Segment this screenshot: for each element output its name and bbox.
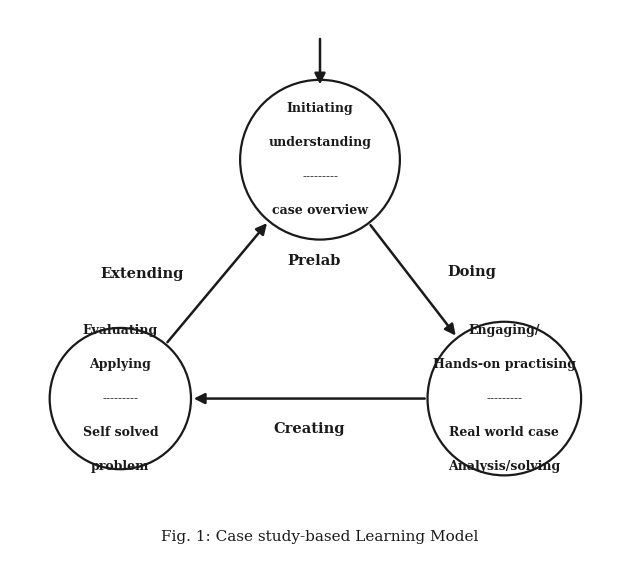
Text: Self solved: Self solved bbox=[83, 426, 158, 439]
Text: Doing: Doing bbox=[447, 265, 496, 279]
Text: Engaging/: Engaging/ bbox=[468, 324, 540, 337]
Text: problem: problem bbox=[91, 460, 150, 473]
Text: ---------: --------- bbox=[102, 392, 138, 405]
Text: Analysis/solving: Analysis/solving bbox=[448, 460, 561, 473]
Text: Prelab: Prelab bbox=[287, 255, 340, 268]
Text: Real world case: Real world case bbox=[449, 426, 559, 439]
Text: Creating: Creating bbox=[273, 422, 345, 436]
Text: Fig. 1: Case study-based Learning Model: Fig. 1: Case study-based Learning Model bbox=[161, 530, 479, 544]
Text: Extending: Extending bbox=[100, 268, 184, 281]
Text: understanding: understanding bbox=[269, 136, 371, 149]
Text: Applying: Applying bbox=[90, 358, 151, 371]
Text: Evaluating: Evaluating bbox=[83, 324, 158, 337]
Text: ---------: --------- bbox=[486, 392, 522, 405]
Text: Initiating: Initiating bbox=[287, 102, 353, 115]
Text: Hands-on practising: Hands-on practising bbox=[433, 358, 576, 371]
Text: case overview: case overview bbox=[272, 204, 368, 217]
Text: ---------: --------- bbox=[302, 170, 338, 183]
